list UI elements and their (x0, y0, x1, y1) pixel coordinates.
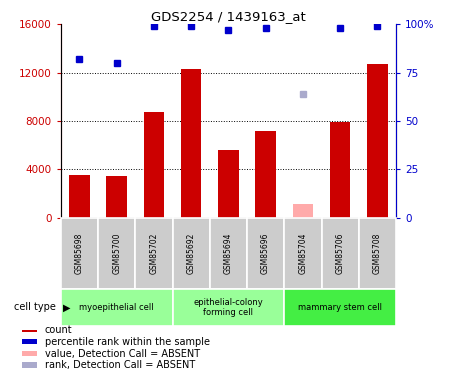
Text: epithelial-colony
forming cell: epithelial-colony forming cell (194, 298, 263, 317)
Text: GSM85692: GSM85692 (187, 232, 196, 274)
Text: ▶: ▶ (63, 303, 71, 312)
Bar (69, 175, 90, 217)
Bar (256, 130, 276, 218)
Text: GSM85702: GSM85702 (149, 232, 158, 274)
Bar (98, 217, 135, 289)
Text: percentile rank within the sample: percentile rank within the sample (45, 337, 210, 347)
Text: GSM85704: GSM85704 (298, 232, 307, 274)
Text: cell type: cell type (14, 303, 56, 312)
Bar (22, 327, 36, 333)
Bar (61, 217, 98, 289)
Bar (367, 64, 387, 217)
Bar (61, 289, 172, 326)
Text: GSM85708: GSM85708 (373, 232, 382, 274)
Bar (106, 177, 127, 218)
Text: count: count (45, 325, 72, 335)
Bar (135, 217, 172, 289)
Text: myoepithelial cell: myoepithelial cell (79, 303, 154, 312)
Bar (321, 217, 359, 289)
Bar (330, 122, 351, 218)
Bar (172, 217, 210, 289)
Text: rank, Detection Call = ABSENT: rank, Detection Call = ABSENT (45, 360, 195, 370)
Bar (22, 339, 36, 344)
Text: GSM85706: GSM85706 (336, 232, 345, 274)
Bar (172, 289, 284, 326)
Bar (247, 217, 284, 289)
Bar (210, 217, 247, 289)
Text: GSM85696: GSM85696 (261, 232, 270, 274)
Text: mammary stem cell: mammary stem cell (298, 303, 382, 312)
Bar (144, 112, 164, 218)
Bar (181, 69, 201, 218)
Title: GDS2254 / 1439163_at: GDS2254 / 1439163_at (151, 10, 306, 23)
Bar (22, 351, 36, 356)
Bar (22, 363, 36, 368)
Bar (284, 217, 321, 289)
Bar (284, 289, 396, 326)
Text: value, Detection Call = ABSENT: value, Detection Call = ABSENT (45, 349, 200, 358)
Text: GSM85698: GSM85698 (75, 232, 84, 274)
Bar (359, 217, 396, 289)
Bar (218, 150, 239, 217)
Text: GSM85694: GSM85694 (224, 232, 233, 274)
Bar (292, 204, 313, 218)
Text: GSM85700: GSM85700 (112, 232, 121, 274)
